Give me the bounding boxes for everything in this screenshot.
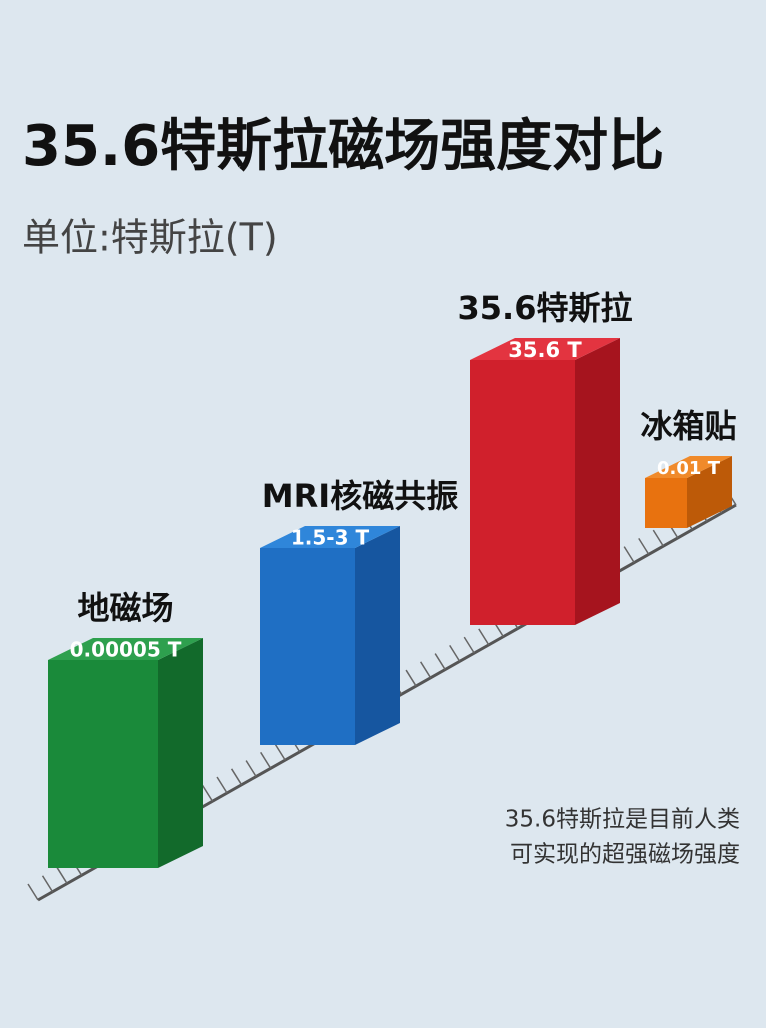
- bar-top: [470, 338, 620, 360]
- hatch: [478, 628, 490, 646]
- bar-side: [575, 338, 620, 625]
- bar-side: [158, 638, 203, 868]
- hatch: [463, 636, 475, 654]
- hatch: [274, 743, 286, 761]
- bar-top: [48, 638, 203, 660]
- bar-top: [645, 456, 732, 478]
- hatch: [405, 669, 417, 687]
- hatch: [419, 661, 432, 679]
- item-name: 地磁场: [77, 589, 173, 627]
- title: 35.6特斯拉磁场强度对比: [22, 114, 664, 179]
- item-name: MRI核磁共振: [262, 477, 458, 515]
- bar-side: [355, 526, 400, 745]
- bar-top: [260, 526, 400, 548]
- hatch: [434, 653, 446, 670]
- note-line: 35.6特斯拉是目前人类: [505, 807, 740, 833]
- hatch: [41, 875, 54, 893]
- hatch: [201, 784, 214, 802]
- hatch: [56, 867, 68, 884]
- bar-front: [645, 478, 687, 528]
- bar-front: [470, 360, 575, 625]
- hatch: [449, 644, 461, 662]
- item-name: 冰箱贴: [640, 407, 736, 445]
- subtitle: 单位:特斯拉(T): [22, 216, 278, 260]
- bar-front: [260, 548, 355, 745]
- value-label: 0.00005 T: [70, 638, 182, 662]
- hatch: [216, 776, 228, 794]
- hatch: [638, 537, 650, 555]
- hatch: [245, 760, 257, 777]
- bar-front: [48, 660, 158, 868]
- value-label: 35.6 T: [508, 338, 582, 362]
- bars: 0.00005 T 地磁场 1.5-3 T MRI核磁共振 35.6 T 35.6特斯拉 0…: [48, 289, 737, 868]
- bar-side: [687, 456, 732, 528]
- hatch: [623, 546, 635, 564]
- note-line: 可实现的超强磁场强度: [510, 842, 740, 868]
- value-label: 1.5-3 T: [291, 526, 370, 550]
- hatch: [260, 751, 272, 769]
- hatch: [652, 529, 664, 547]
- hatch: [27, 883, 39, 901]
- value-label: 0.01 T: [657, 458, 721, 479]
- item-name: 35.6特斯拉: [458, 289, 633, 327]
- hatch: [230, 768, 243, 786]
